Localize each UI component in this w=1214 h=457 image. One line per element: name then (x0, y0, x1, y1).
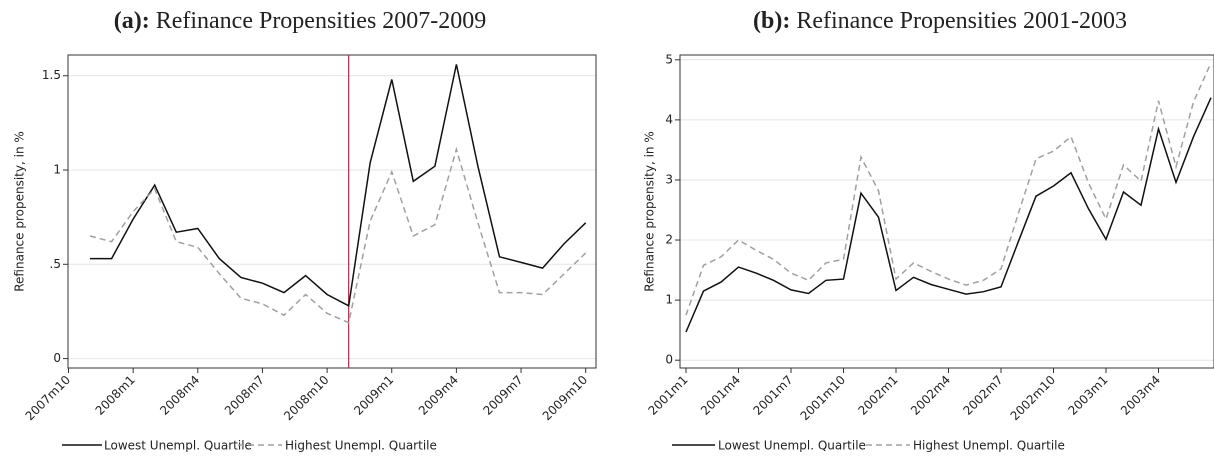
x-tick-label: 2008m4 (157, 373, 202, 418)
legend-label: Lowest Unempl. Quartile (104, 439, 252, 453)
x-tick-label: 2001m10 (798, 373, 849, 424)
chart-title: (a): Refinance Propensities 2007-2009 (114, 8, 487, 34)
title-text: Refinance Propensities 2007-2009 (156, 8, 487, 34)
y-tick-label: 0 (665, 353, 673, 367)
legend-label: Highest Unempl. Quartile (285, 439, 437, 453)
x-tick-label: 2002m7 (960, 373, 1005, 418)
y-tick-label: 2 (665, 233, 673, 247)
x-tick-label: 2001m1 (645, 373, 690, 418)
x-tick-label: 2009m4 (416, 373, 461, 418)
x-tick-label: 2001m4 (698, 373, 743, 418)
plot-frame (67, 54, 597, 369)
y-tick-label: 5 (665, 52, 673, 66)
title-label: (a): (114, 8, 150, 34)
x-tick-label: 2003m4 (1118, 373, 1163, 418)
x-tick-label: 2009m10 (540, 373, 591, 424)
series-line (685, 62, 1212, 316)
y-tick-label: .5 (50, 257, 61, 271)
title-text: Refinance Propensities 2001-2003 (796, 8, 1127, 34)
y-axis-label: Refinance propensity, in % (13, 131, 27, 292)
series-line (685, 97, 1212, 333)
x-tick-label: 2002m10 (1008, 373, 1059, 424)
chart-title: (b): Refinance Propensities 2001-2003 (753, 8, 1127, 34)
x-tick-label: 2008m7 (222, 373, 267, 418)
x-tick-label: 2008m10 (281, 373, 332, 424)
x-tick-label: 2008m1 (93, 373, 138, 418)
x-tick-label: 2009m7 (480, 373, 525, 418)
y-tick-label: 0 (53, 351, 61, 365)
y-tick-label: 1 (665, 293, 673, 307)
x-tick-label: 2002m1 (855, 373, 900, 418)
x-tick-label: 2001m7 (750, 373, 795, 418)
x-tick-label: 2003m1 (1065, 373, 1110, 418)
title-label: (b): (753, 8, 790, 34)
x-tick-label: 2002m4 (908, 373, 953, 418)
series-line (90, 64, 587, 307)
y-tick-label: 1.5 (42, 68, 61, 82)
x-tick-label: 2009m1 (351, 373, 396, 418)
plot-frame (679, 54, 1214, 369)
y-tick-label: 3 (665, 172, 673, 186)
series-line (89, 146, 587, 324)
legend-label: Highest Unempl. Quartile (913, 439, 1065, 453)
x-tick-label: 2007m10 (23, 373, 74, 424)
y-tick-label: 4 (665, 112, 673, 126)
y-tick-label: 1 (53, 163, 61, 177)
legend-label: Lowest Unempl. Quartile (718, 439, 866, 453)
y-axis-label: Refinance propensity, in % (643, 131, 657, 292)
